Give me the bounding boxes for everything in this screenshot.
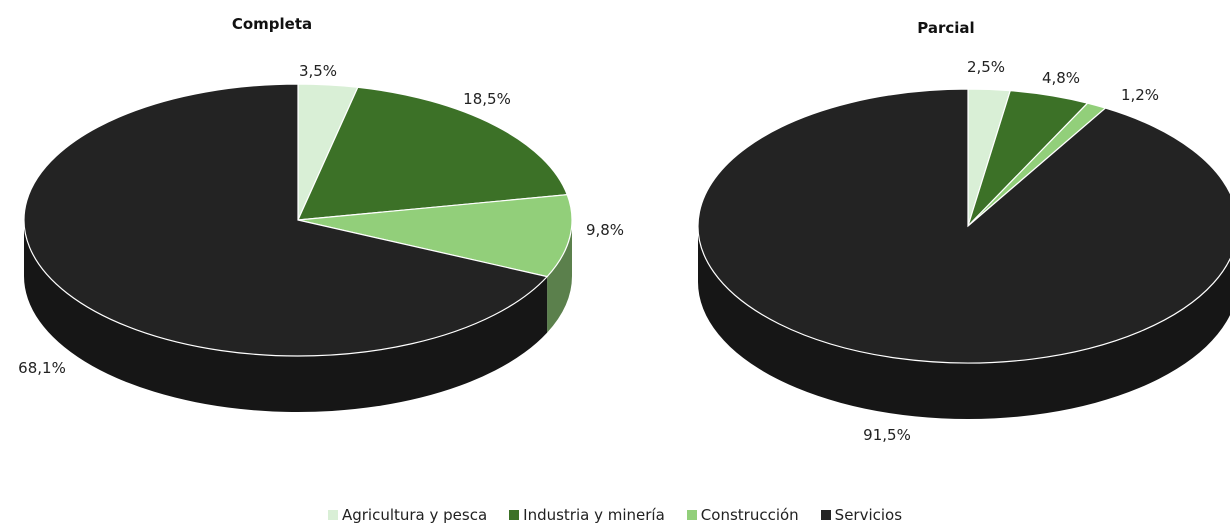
legend-swatch-servicios: [820, 510, 831, 520]
pie-label-industria: 18,5%: [463, 90, 511, 108]
legend-label-construccion: Construcción: [700, 506, 799, 524]
legend-item-construccion: Construcción: [686, 506, 799, 524]
legend-item-agricultura: Agricultura y pesca: [327, 506, 488, 524]
legend-item-industria: Industria y minería: [509, 506, 665, 524]
pie-label-industria: 4,8%: [1042, 69, 1080, 87]
legend-label-agricultura: Agricultura y pesca: [341, 506, 488, 524]
pie-wall-servicios: [24, 220, 548, 412]
legend-label-servicios: Servicios: [834, 506, 903, 524]
legend: Agricultura y pesca Industria y minería …: [0, 505, 1230, 525]
pie-slice-construccion: [297, 194, 573, 278]
pie-slice-industria: [297, 86, 569, 221]
legend-swatch-construccion: [686, 510, 697, 520]
pie-wall-construccion: [547, 220, 572, 333]
pie-label-construccion: 1,2%: [1121, 86, 1159, 104]
legend-swatch-agricultura: [327, 510, 338, 520]
pie-completa: 3,5% 18,5% 9,8% 68,1%: [18, 62, 624, 412]
pie-slice-servicios: [697, 88, 1230, 364]
pie-wall-servicios: [698, 226, 1230, 419]
pie-label-construccion: 9,8%: [586, 221, 624, 239]
pie-label-servicios: 68,1%: [18, 359, 66, 377]
pie-label-agricultura: 3,5%: [299, 62, 337, 80]
chart-title-completa: Completa: [232, 15, 312, 33]
legend-item-servicios: Servicios: [820, 506, 903, 524]
pie-parcial: 2,5% 4,8% 1,2% 91,5%: [697, 58, 1230, 444]
legend-label-industria: Industria y minería: [523, 506, 665, 524]
pie-label-servicios: 91,5%: [863, 426, 911, 444]
chart-title-parcial: Parcial: [917, 19, 974, 37]
pie-label-agricultura: 2,5%: [967, 58, 1005, 76]
legend-swatch-industria: [509, 510, 520, 520]
pie-slice-servicios: [23, 83, 549, 357]
